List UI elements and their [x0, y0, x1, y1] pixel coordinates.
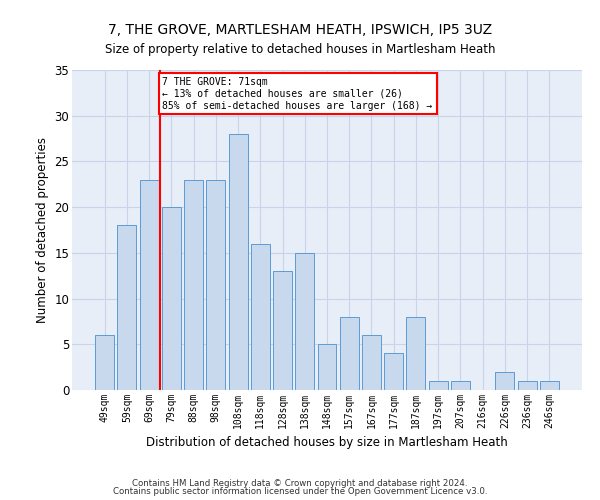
X-axis label: Distribution of detached houses by size in Martlesham Heath: Distribution of detached houses by size … [146, 436, 508, 450]
Bar [451, 381, 470, 390]
Bar [496, 372, 514, 390]
Bar [406, 317, 425, 390]
Bar [118, 226, 136, 390]
Text: Size of property relative to detached houses in Martlesham Heath: Size of property relative to detached ho… [105, 42, 495, 56]
Bar [362, 335, 381, 390]
Text: Contains HM Land Registry data © Crown copyright and database right 2024.: Contains HM Land Registry data © Crown c… [132, 478, 468, 488]
Text: Contains public sector information licensed under the Open Government Licence v3: Contains public sector information licen… [113, 487, 487, 496]
Bar [229, 134, 248, 390]
Text: 7 THE GROVE: 71sqm
← 13% of detached houses are smaller (26)
85% of semi-detache: 7 THE GROVE: 71sqm ← 13% of detached hou… [163, 78, 433, 110]
Text: 7, THE GROVE, MARTLESHAM HEATH, IPSWICH, IP5 3UZ: 7, THE GROVE, MARTLESHAM HEATH, IPSWICH,… [108, 22, 492, 36]
Bar [317, 344, 337, 390]
Bar [384, 354, 403, 390]
Bar [95, 335, 114, 390]
Bar [429, 381, 448, 390]
Bar [273, 271, 292, 390]
Bar [540, 381, 559, 390]
Bar [340, 317, 359, 390]
Bar [162, 207, 181, 390]
Y-axis label: Number of detached properties: Number of detached properties [36, 137, 49, 323]
Bar [140, 180, 158, 390]
Bar [251, 244, 270, 390]
Bar [295, 253, 314, 390]
Bar [206, 180, 225, 390]
Bar [518, 381, 536, 390]
Bar [184, 180, 203, 390]
